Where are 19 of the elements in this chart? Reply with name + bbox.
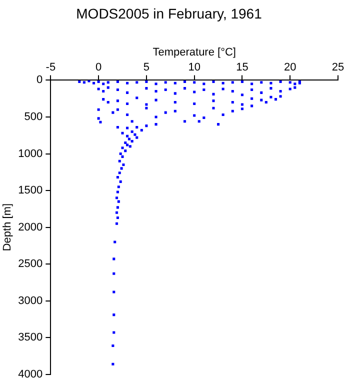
x-tick-label: 5 — [143, 62, 150, 74]
y-tick-label: 4000 — [18, 368, 43, 380]
y-tick-label: 1000 — [18, 148, 43, 160]
x-tick-label: 10 — [188, 62, 200, 74]
x-tick-label: 15 — [236, 62, 248, 74]
x-tick-label: -5 — [46, 62, 56, 74]
y-tick-label: 3000 — [18, 294, 43, 307]
y-tick-label: 2500 — [18, 258, 43, 270]
y-tick-label: 2000 — [18, 221, 43, 234]
y-tick-label: 500 — [24, 111, 43, 124]
x-tick-label: 25 — [332, 62, 344, 74]
y-tick-label: 0 — [36, 74, 43, 86]
x-tick-label: 0 — [95, 62, 102, 74]
chart-title: MODS2005 in February, 1961 — [76, 5, 262, 22]
x-tick-label: 20 — [284, 62, 296, 74]
y-tick-label: 3500 — [18, 332, 43, 344]
y-tick-label: 1500 — [18, 184, 43, 197]
y-axis-title: Depth [m] — [2, 203, 14, 252]
x-axis-title: Temperature [°C] — [152, 46, 236, 58]
